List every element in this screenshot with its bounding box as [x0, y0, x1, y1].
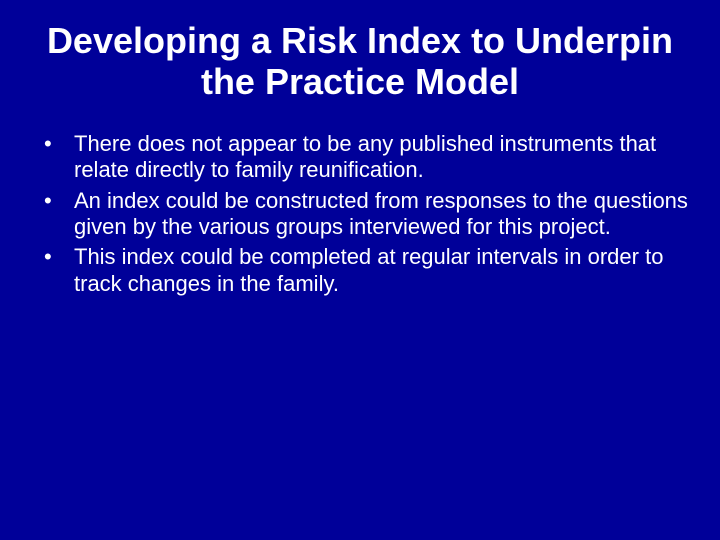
bullet-list: There does not appear to be any publishe… [30, 131, 690, 297]
list-item: An index could be constructed from respo… [38, 188, 690, 241]
list-item: There does not appear to be any publishe… [38, 131, 690, 184]
list-item: This index could be completed at regular… [38, 244, 690, 297]
slide-title: Developing a Risk Index to Underpin the … [30, 20, 690, 103]
